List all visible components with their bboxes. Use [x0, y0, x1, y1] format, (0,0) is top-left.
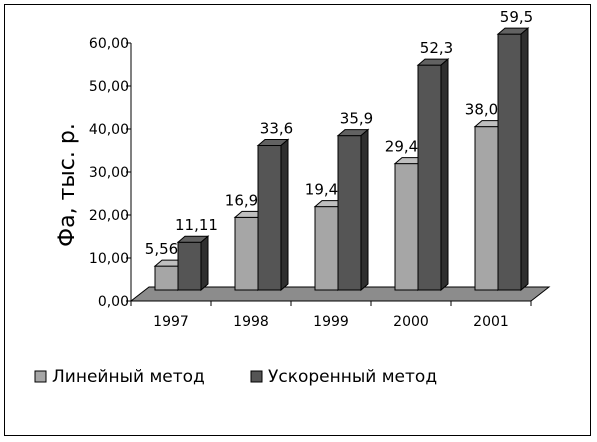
y-axis-label: Фа, тыс. р.: [55, 123, 80, 247]
legend-item: Ускоренный метод: [250, 367, 437, 387]
bar-side: [440, 58, 449, 292]
legend-label: Линейный метод: [52, 367, 205, 387]
bar-front: [394, 163, 419, 291]
data-label: 38,0: [465, 101, 498, 119]
y-tick-label: 20,00: [89, 208, 129, 224]
bar-side: [520, 27, 529, 292]
bar-side: [360, 128, 369, 292]
bar: [336, 128, 370, 292]
bar-front: [234, 216, 259, 291]
x-tick-label: 1998: [233, 314, 269, 330]
y-tick-label: 50,00: [89, 79, 129, 95]
data-label: 52,3: [420, 39, 453, 57]
data-label: 35,9: [340, 110, 373, 128]
legend-label: Ускоренный метод: [268, 367, 437, 387]
bar: [256, 138, 290, 292]
legend-swatch: [34, 370, 47, 383]
y-tick-label: 10,00: [89, 251, 129, 267]
bar: [496, 27, 530, 292]
bar-front: [417, 64, 442, 291]
legend-swatch: [250, 370, 263, 383]
data-label: 59,5: [500, 8, 533, 26]
bar-front: [314, 206, 339, 291]
bar-front: [177, 241, 202, 291]
bar-side: [200, 235, 209, 292]
y-tick-label: 40,00: [89, 122, 129, 138]
y-tick-label: 0,00: [98, 294, 129, 310]
bar-front: [497, 33, 522, 291]
data-label: 11,11: [175, 216, 218, 234]
y-tick-label: 30,00: [89, 165, 129, 181]
x-tick-label: 2001: [473, 314, 509, 330]
bar-front: [337, 135, 362, 291]
bar: [176, 235, 210, 292]
data-label: 5,56: [145, 240, 178, 258]
x-tick-label: 2000: [393, 314, 429, 330]
data-label: 29,4: [385, 138, 418, 156]
data-label: 19,4: [305, 181, 338, 199]
bar: [416, 58, 450, 292]
bar-side: [280, 138, 289, 292]
data-label: 16,9: [225, 191, 258, 209]
bar-front: [474, 126, 499, 291]
y-tick-label: 60,00: [89, 36, 129, 52]
bar-front: [154, 265, 179, 291]
data-label: 33,6: [260, 120, 293, 138]
legend-item: Линейный метод: [34, 367, 205, 387]
x-tick-label: 1997: [153, 314, 189, 330]
bar-front: [257, 145, 282, 291]
x-tick-label: 1999: [313, 314, 349, 330]
